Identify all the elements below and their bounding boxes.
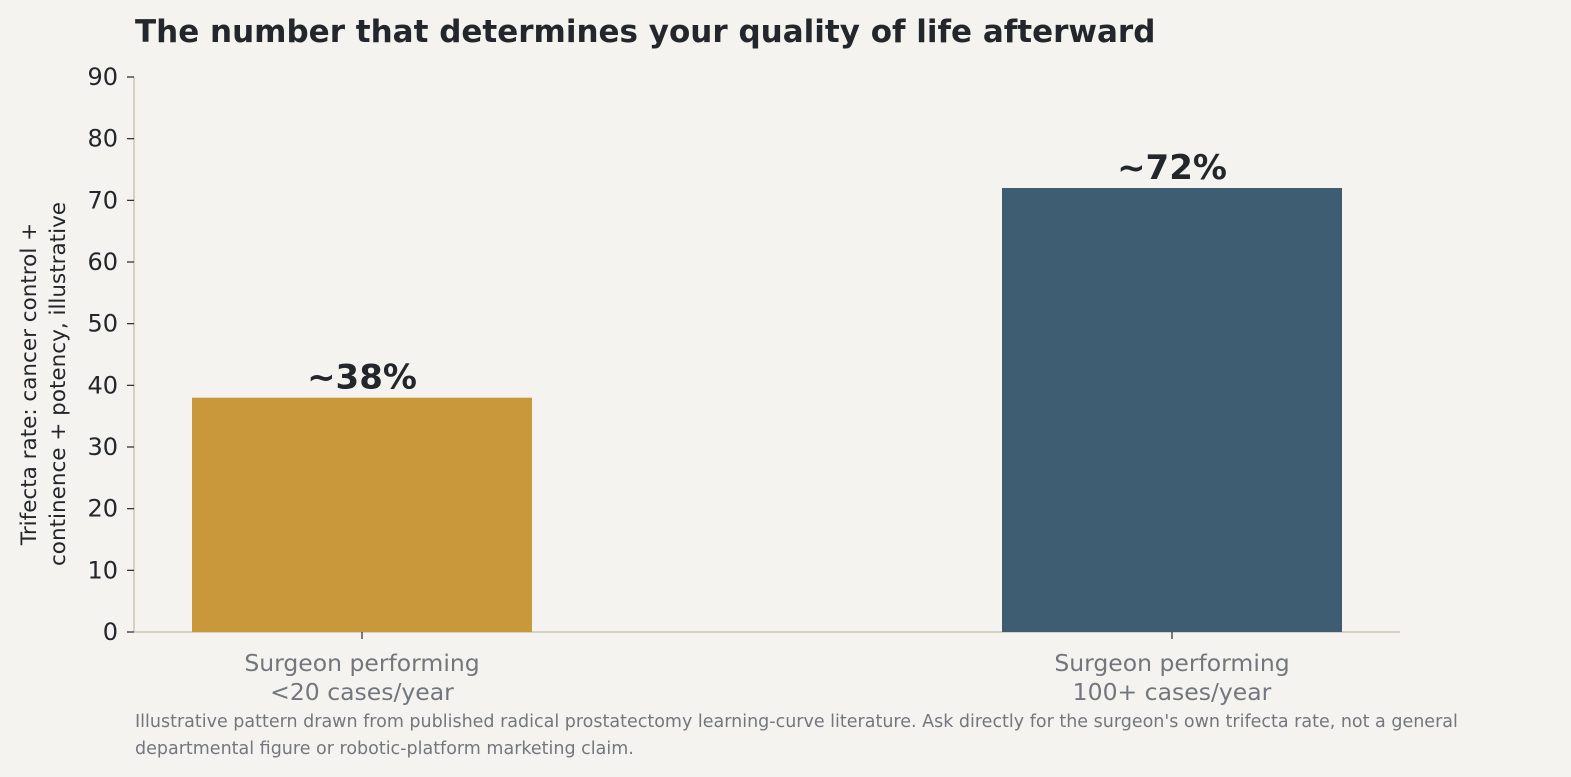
y-tick-label: 90: [87, 63, 118, 91]
x-tick-label: Surgeon performing: [244, 649, 479, 677]
y-tick-label: 70: [87, 186, 118, 214]
y-tick-label: 30: [87, 433, 118, 461]
x-tick-label: Surgeon performing: [1054, 649, 1289, 677]
y-tick-label: 10: [87, 556, 118, 584]
y-tick-label: 40: [87, 371, 118, 399]
data-label: ~72%: [1117, 148, 1227, 188]
data-label: ~38%: [307, 358, 417, 398]
x-tick-label: <20 cases/year: [270, 678, 454, 706]
chart-title: The number that determines your quality …: [135, 14, 1156, 50]
bar: [1002, 188, 1342, 632]
x-tick-label: 100+ cases/year: [1073, 678, 1272, 706]
y-tick-label: 20: [87, 495, 118, 523]
bar: [192, 397, 532, 632]
y-tick-label: 0: [103, 618, 118, 646]
footnote: Illustrative pattern drawn from publishe…: [135, 712, 1458, 759]
y-tick-label: 60: [87, 248, 118, 276]
y-tick-label: 80: [87, 125, 118, 153]
y-tick-label: 50: [87, 310, 118, 338]
